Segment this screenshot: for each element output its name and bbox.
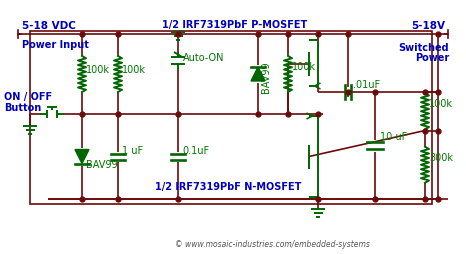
Text: 1 uF: 1 uF: [122, 145, 143, 155]
Text: 5-18V: 5-18V: [411, 21, 445, 31]
Text: Power Input: Power Input: [22, 40, 89, 50]
Text: ON / OFF: ON / OFF: [4, 92, 52, 102]
Polygon shape: [75, 150, 89, 164]
Text: © www.mosaic-industries.com/embedded-systems: © www.mosaic-industries.com/embedded-sys…: [175, 239, 370, 248]
Text: 100k: 100k: [122, 65, 146, 75]
Text: 5-18 VDC: 5-18 VDC: [22, 21, 76, 31]
Text: Switched: Switched: [398, 43, 449, 53]
Text: Auto-ON: Auto-ON: [183, 53, 225, 63]
Text: .01uF: .01uF: [353, 80, 380, 90]
Polygon shape: [251, 68, 265, 82]
Text: 100k: 100k: [292, 62, 316, 72]
Text: 10 uF: 10 uF: [380, 132, 407, 142]
Text: 100k: 100k: [86, 65, 110, 75]
Text: 1/2 IRF7319PbF P-MOSFET: 1/2 IRF7319PbF P-MOSFET: [162, 20, 308, 30]
Text: BAV99: BAV99: [261, 61, 271, 92]
Text: 100k: 100k: [429, 99, 453, 109]
Text: 1/2 IRF7319PbF N-MOSFET: 1/2 IRF7319PbF N-MOSFET: [155, 181, 302, 191]
Text: 300k: 300k: [429, 152, 453, 162]
Text: Power: Power: [415, 53, 449, 63]
Text: 0.1uF: 0.1uF: [182, 145, 209, 155]
Text: BAV99: BAV99: [86, 159, 117, 169]
Text: Button: Button: [4, 103, 41, 113]
